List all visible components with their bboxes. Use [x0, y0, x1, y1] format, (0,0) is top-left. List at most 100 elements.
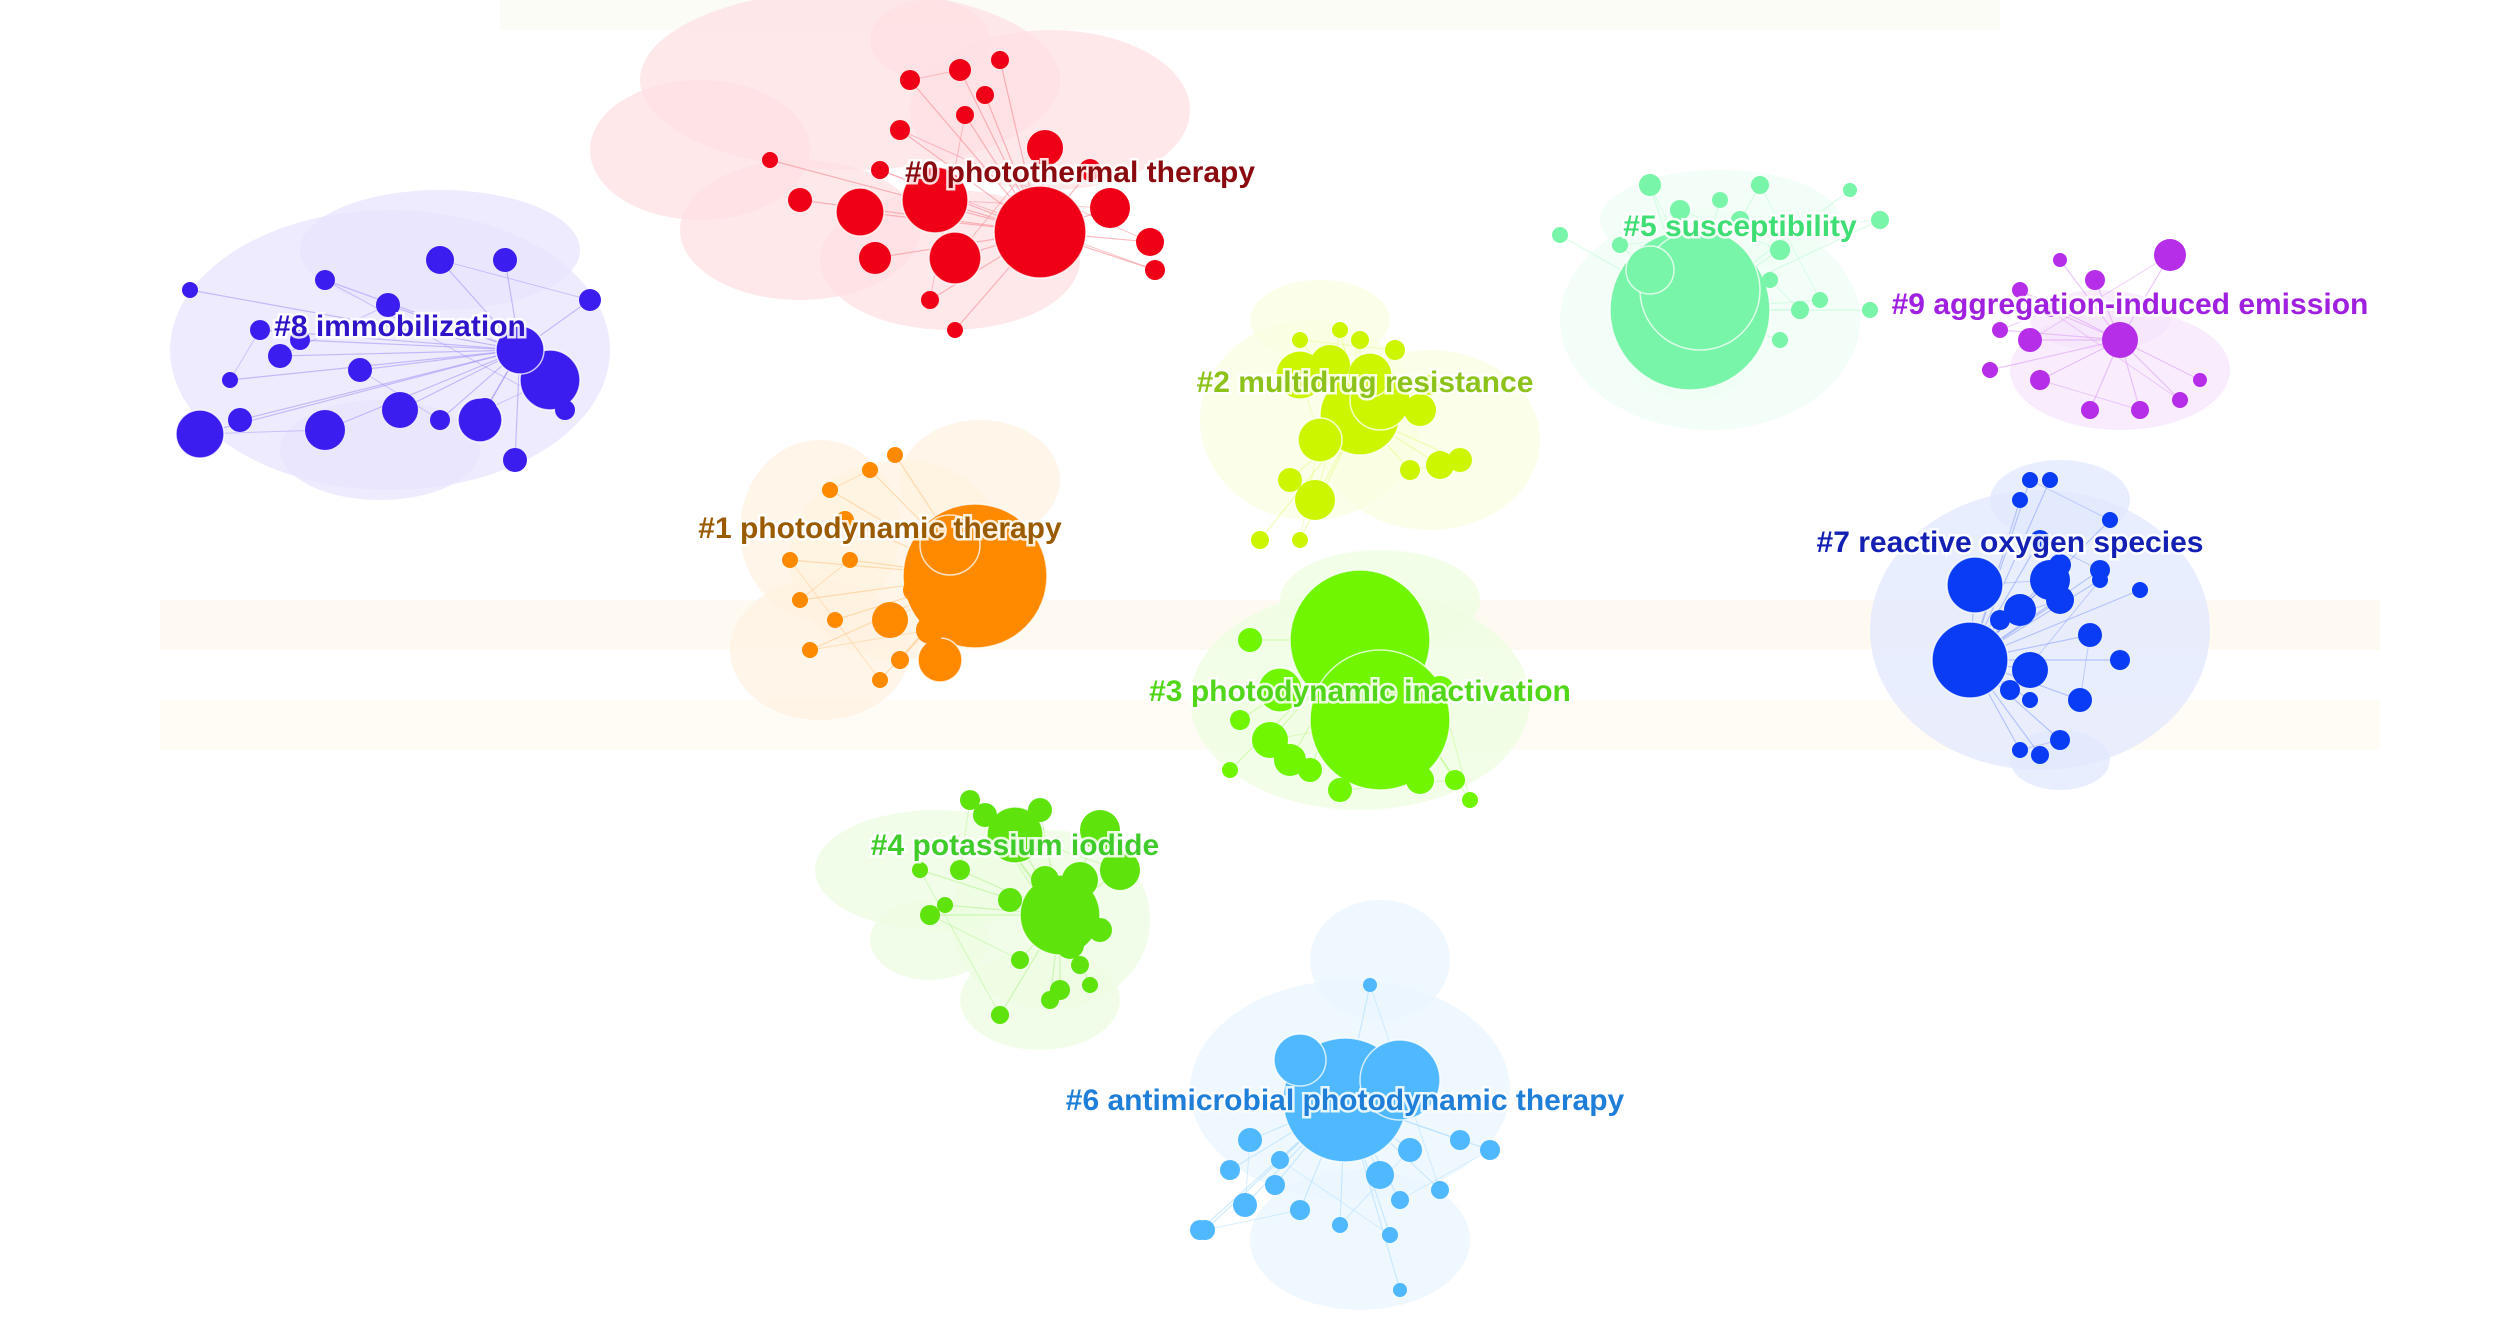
- cluster-9-node: [2085, 270, 2105, 290]
- cluster-6-link: [1399, 1149, 1491, 1201]
- cluster-7-node: [1931, 621, 2009, 699]
- cluster-4-node: [920, 905, 940, 925]
- cluster-9-label: #9 aggregation-induced emission: [1892, 288, 2369, 321]
- cluster-7-node: [2110, 650, 2130, 670]
- cluster-6-node: [1480, 1140, 1500, 1160]
- cluster-0-node: [835, 187, 885, 237]
- cluster-9-node: [2053, 253, 2067, 267]
- cluster-4-node: [986, 806, 1044, 864]
- cluster-7-node: [2012, 742, 2028, 758]
- cluster-6-node: [1290, 1200, 1310, 1220]
- cluster-1-node: [916, 616, 944, 644]
- cluster-6-node: [1302, 1102, 1338, 1138]
- cluster-8-node: [430, 410, 450, 430]
- cluster-3-node: [1257, 667, 1303, 713]
- cluster-4-node: [1041, 991, 1059, 1009]
- cluster-9-link: [1989, 339, 2121, 371]
- cluster-8-node: [182, 282, 198, 298]
- cluster-2-link: [1299, 339, 1396, 351]
- cluster-4-node: [1082, 977, 1098, 993]
- cluster-8-node: [426, 246, 454, 274]
- cluster-6-node: [1190, 1220, 1210, 1240]
- cluster-1-link: [799, 559, 851, 601]
- cluster-7-hull: [2010, 730, 2110, 790]
- cluster-3-node: [1298, 758, 1322, 782]
- cluster-9-node: [2018, 328, 2042, 352]
- cluster-9-node: [2172, 392, 2188, 408]
- cluster-4-node: [1031, 866, 1059, 894]
- cluster-0-node: [901, 166, 969, 234]
- cluster-5-node: [1552, 227, 1568, 243]
- cluster-9-link: [2039, 379, 2141, 411]
- cluster-0-hull: [870, 0, 990, 80]
- cluster-3-node: [1445, 770, 1465, 790]
- cluster-0-node: [900, 70, 920, 90]
- cluster-5-node: [1770, 240, 1790, 260]
- cluster-2-node: [1448, 448, 1472, 472]
- cluster-8-node: [315, 270, 335, 290]
- cluster-5-node: [1712, 192, 1728, 208]
- cluster-5-link: [1679, 209, 1781, 251]
- cluster-1-node: [887, 447, 903, 463]
- cluster-1-hull: [900, 420, 1060, 540]
- cluster-7-link: [2039, 539, 2101, 571]
- cluster-4-node: [912, 862, 928, 878]
- cluster-6-link: [1279, 1159, 1391, 1236]
- cluster-8-node: [228, 408, 252, 432]
- cluster-8-node: [175, 409, 225, 459]
- cluster-8-node: [503, 448, 527, 472]
- cluster-6-node: [1431, 1181, 1449, 1199]
- cluster-7-node: [2030, 530, 2050, 550]
- cluster-4-hull: [960, 950, 1120, 1050]
- cluster-3-node: [1274, 744, 1306, 776]
- cluster-3-node: [1328, 778, 1352, 802]
- cluster-7-node: [2078, 623, 2102, 647]
- cluster-4-node: [991, 1006, 1009, 1024]
- cluster-2-node: [1347, 352, 1393, 398]
- cluster-4-node: [950, 860, 970, 880]
- cluster-0-node: [1079, 159, 1101, 181]
- cluster-2-node: [1400, 460, 1420, 480]
- cluster-8-node: [250, 320, 270, 340]
- cluster-6-node: [1391, 1191, 1409, 1209]
- cluster-3-node: [1230, 710, 1250, 730]
- cluster-8-node: [579, 289, 601, 311]
- cluster-8-link: [279, 349, 521, 357]
- cluster-2-node: [1332, 322, 1348, 338]
- cluster-1-node: [919, 514, 981, 576]
- cluster-4-node: [1011, 951, 1029, 969]
- cluster-8-link: [199, 349, 521, 435]
- cluster-6-label: #6 antimicrobial photodynamic therapy: [1066, 1084, 1625, 1117]
- cluster-8-hull: [280, 400, 480, 500]
- cluster-8-node: [305, 410, 345, 450]
- cluster-5-label: #5 susceptibility: [1623, 210, 1857, 243]
- cluster-6-node: [1450, 1130, 1470, 1150]
- cluster-9-link: [2019, 289, 2121, 341]
- cluster-5-node: [1843, 183, 1857, 197]
- cluster-0-node: [871, 161, 889, 179]
- cluster-0-node: [991, 51, 1009, 69]
- cluster-8-label: #8 immobilization: [274, 310, 526, 343]
- cluster-1-node: [842, 552, 858, 568]
- cluster-0-hull: [910, 30, 1190, 190]
- cluster-5-node: [1812, 292, 1828, 308]
- cluster-2-node: [1278, 468, 1302, 492]
- cluster-1-node: [782, 552, 798, 568]
- cluster-5-node: [1791, 301, 1809, 319]
- cluster-9-node: [2081, 401, 2099, 419]
- cluster-4-link: [929, 914, 1021, 961]
- cluster-5-node: [1731, 211, 1749, 229]
- cluster-1-node: [862, 462, 878, 478]
- cluster-0-node: [921, 291, 939, 309]
- cluster-6-node: [1366, 1161, 1394, 1189]
- cluster-5-node: [1871, 211, 1889, 229]
- cluster-4-link: [959, 799, 971, 871]
- cluster-2-node: [1385, 340, 1405, 360]
- cluster-9-node: [2102, 322, 2138, 358]
- cluster-7-node: [2012, 492, 2028, 508]
- cluster-0-node: [890, 120, 910, 140]
- cluster-4-node: [960, 790, 980, 810]
- cluster-8-node: [495, 325, 545, 375]
- cluster-4-hull: [870, 900, 990, 980]
- cluster-7-node: [2022, 692, 2038, 708]
